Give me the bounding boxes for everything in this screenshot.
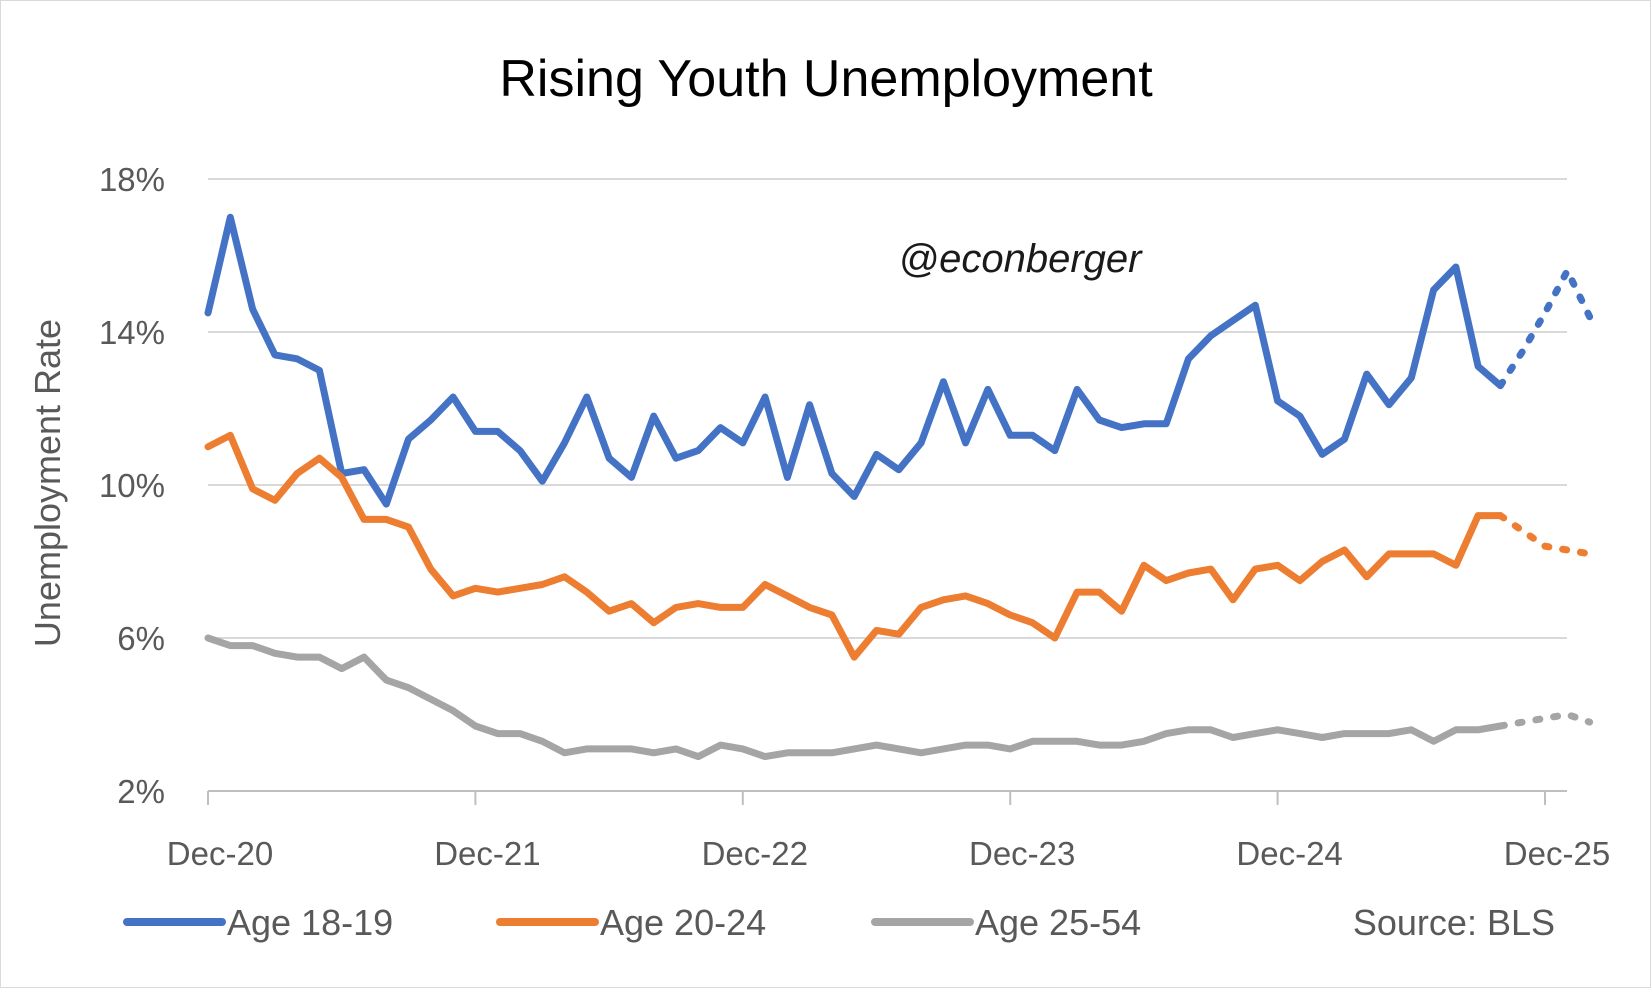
legend-label: Age 25-54 bbox=[975, 902, 1141, 943]
gridlines bbox=[208, 178, 1567, 639]
legend-label: Age 18-19 bbox=[227, 902, 393, 943]
series-lines bbox=[204, 213, 1594, 761]
series-line-1 bbox=[204, 213, 1504, 508]
y-tick-label: 18% bbox=[99, 161, 165, 198]
chart-title: Rising Youth Unemployment bbox=[499, 50, 1153, 108]
y-tick-label: 6% bbox=[117, 620, 165, 657]
series-projection-3 bbox=[1496, 711, 1594, 730]
series-line-2 bbox=[204, 431, 1504, 661]
x-tick-label: Dec-20 bbox=[167, 835, 273, 872]
series-projection-1 bbox=[1496, 267, 1594, 390]
x-tick-label: Dec-22 bbox=[702, 835, 808, 872]
watermark-handle: @econberger bbox=[899, 237, 1144, 281]
x-tick-label: Dec-23 bbox=[969, 835, 1075, 872]
y-tick-label: 14% bbox=[99, 314, 165, 351]
source-note: Source: BLS bbox=[1353, 902, 1555, 943]
series-line-3 bbox=[204, 634, 1504, 761]
x-tick-label: Dec-24 bbox=[1236, 835, 1342, 872]
y-tick-label: 2% bbox=[117, 773, 165, 810]
series-projection-2 bbox=[1496, 512, 1594, 558]
x-axis: Dec-20 Dec-21 Dec-22 Dec-23 Dec-24 Dec-25 bbox=[167, 790, 1610, 872]
y-tick-label: 10% bbox=[99, 467, 165, 504]
x-tick-label: Dec-21 bbox=[434, 835, 540, 872]
legend: Age 18-19 Age 20-24 Age 25-54 bbox=[123, 902, 1141, 943]
x-tick-label: Dec-25 bbox=[1504, 835, 1610, 872]
y-axis-ticks: 2% 6% 10% 14% 18% bbox=[99, 161, 165, 810]
legend-label: Age 20-24 bbox=[600, 902, 766, 943]
y-axis-label: Unemployment Rate bbox=[27, 319, 68, 647]
